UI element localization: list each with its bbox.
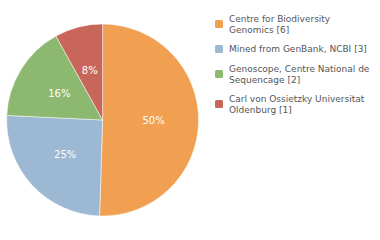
- svg-text:Centre for Biodiversity: Centre for Biodiversity: [229, 14, 331, 24]
- svg-text:Carl von Ossietzky Universitat: Carl von Ossietzky Universitat: [229, 94, 365, 104]
- svg-text:Mined from GenBank, NCBI [3]: Mined from GenBank, NCBI [3]: [229, 44, 367, 54]
- svg-text:50%: 50%: [142, 115, 164, 126]
- svg-text:Genomics [6]: Genomics [6]: [229, 25, 289, 35]
- svg-text:16%: 16%: [48, 88, 70, 99]
- svg-text:Genoscope, Centre National de: Genoscope, Centre National de: [229, 64, 370, 74]
- svg-text:8%: 8%: [82, 65, 98, 76]
- svg-text:Sequencage [2]: Sequencage [2]: [229, 75, 300, 85]
- svg-text:Oldenburg [1]: Oldenburg [1]: [229, 105, 292, 115]
- svg-text:25%: 25%: [54, 149, 76, 160]
